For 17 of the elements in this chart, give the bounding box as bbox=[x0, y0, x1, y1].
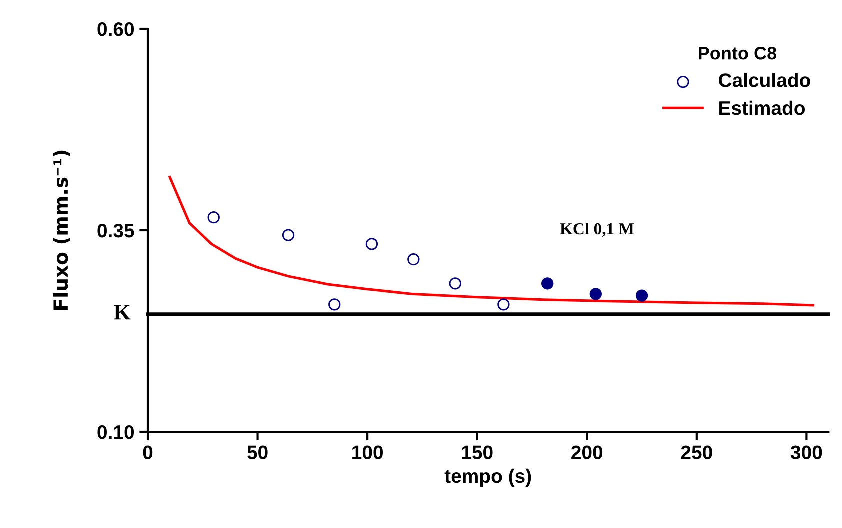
y-tick-label: 0.35 bbox=[98, 224, 134, 238]
x-tick-label: 50 bbox=[248, 446, 268, 460]
ref-line-label: K bbox=[114, 305, 131, 320]
legend-label: Estimado bbox=[720, 100, 805, 116]
annotation: KCl 0,1 M bbox=[560, 222, 634, 238]
legend-label: Calculado bbox=[719, 73, 810, 88]
y-tick-label: 0.10 bbox=[98, 425, 134, 440]
x-tick-label: 200 bbox=[572, 446, 603, 460]
y-tick-label: 0.60 bbox=[98, 22, 134, 36]
x-axis-title: tempo (s) bbox=[444, 468, 532, 487]
y-axis-title: Fluxo (mm.s⁻¹) bbox=[53, 150, 70, 310]
x-tick-label: 250 bbox=[681, 446, 712, 460]
x-tick-label: 300 bbox=[790, 446, 822, 460]
legend-title: Ponto C8 bbox=[699, 46, 777, 60]
x-tick-label: 0 bbox=[143, 446, 153, 460]
x-tick-label: 100 bbox=[352, 446, 383, 460]
x-tick-label: 150 bbox=[462, 446, 493, 460]
